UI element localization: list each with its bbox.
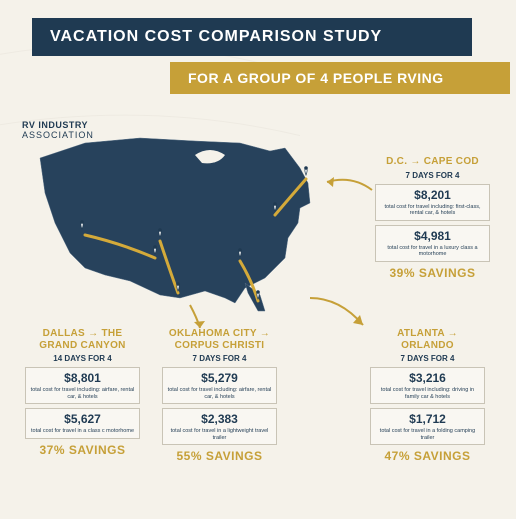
route-title: DALLAS → THE GRAND CANYON (25, 328, 140, 351)
cost-desc: total cost for travel in a class c motor… (30, 428, 135, 435)
cost-traditional: $8,801 total cost for travel including: … (25, 367, 140, 404)
route-duration: 7 DAYS FOR 4 (370, 354, 485, 363)
cost-desc: total cost for travel including: driving… (375, 387, 480, 400)
cost-rv: $5,627 total cost for travel in a class … (25, 408, 140, 439)
cost-rv: $2,383 total cost for travel in a lightw… (162, 408, 277, 445)
card-okc-corpus: OKLAHOMA CITY → CORPUS CHRISTI 7 DAYS FO… (162, 328, 277, 463)
main-title-bar: VACATION COST COMPARISON STUDY (32, 18, 472, 56)
card-atlanta-orlando: ATLANTA → ORLANDO 7 DAYS FOR 4 $3,216 to… (370, 328, 485, 463)
card-dc-capecod: D.C. → CAPE COD 7 DAYS FOR 4 $8,201 tota… (375, 156, 490, 280)
main-title: VACATION COST COMPARISON STUDY (50, 28, 382, 45)
cost-desc: total cost for travel including: first-c… (380, 204, 485, 217)
subtitle-bar: FOR A GROUP OF 4 PEOPLE RVING (170, 62, 510, 94)
savings-label: 37% SAVINGS (25, 443, 140, 457)
logo-line2: ASSOCIATION (22, 130, 94, 140)
arrow-okc (185, 300, 215, 330)
cost-amount: $8,201 (380, 188, 485, 202)
logo-line1: RV INDUSTRY (22, 120, 88, 130)
cost-traditional: $3,216 total cost for travel including: … (370, 367, 485, 404)
cost-desc: total cost for travel in a lightweight t… (167, 428, 272, 441)
route-title: ATLANTA → ORLANDO (370, 328, 485, 351)
route-duration: 7 DAYS FOR 4 (162, 354, 277, 363)
rvia-logo: RV INDUSTRY ASSOCIATION (22, 120, 94, 140)
route-title: D.C. → CAPE COD (375, 156, 490, 168)
savings-label: 39% SAVINGS (375, 266, 490, 280)
cost-amount: $5,279 (167, 371, 272, 385)
cost-amount: $1,712 (375, 412, 480, 426)
subtitle: FOR A GROUP OF 4 PEOPLE RVING (188, 70, 444, 86)
cost-amount: $4,981 (380, 229, 485, 243)
cost-desc: total cost for travel including: airfare… (30, 387, 135, 400)
route-duration: 14 DAYS FOR 4 (25, 354, 140, 363)
cost-desc: total cost for travel in a luxury class … (380, 245, 485, 258)
savings-label: 55% SAVINGS (162, 449, 277, 463)
cost-traditional: $8,201 total cost for travel including: … (375, 184, 490, 221)
cost-amount: $5,627 (30, 412, 135, 426)
cost-amount: $3,216 (375, 371, 480, 385)
route-duration: 7 DAYS FOR 4 (375, 171, 490, 180)
arrow-dc (322, 170, 377, 200)
cost-desc: total cost for travel including: airfare… (167, 387, 272, 400)
cost-desc: total cost for travel in a folding campi… (375, 428, 480, 441)
cost-rv: $1,712 total cost for travel in a foldin… (370, 408, 485, 445)
route-title: OKLAHOMA CITY → CORPUS CHRISTI (162, 328, 277, 351)
card-dallas-grandcanyon: DALLAS → THE GRAND CANYON 14 DAYS FOR 4 … (25, 328, 140, 457)
usa-map (30, 123, 320, 313)
arrow-atl (305, 293, 370, 333)
cost-traditional: $5,279 total cost for travel including: … (162, 367, 277, 404)
cost-rv: $4,981 total cost for travel in a luxury… (375, 225, 490, 262)
savings-label: 47% SAVINGS (370, 449, 485, 463)
cost-amount: $2,383 (167, 412, 272, 426)
cost-amount: $8,801 (30, 371, 135, 385)
